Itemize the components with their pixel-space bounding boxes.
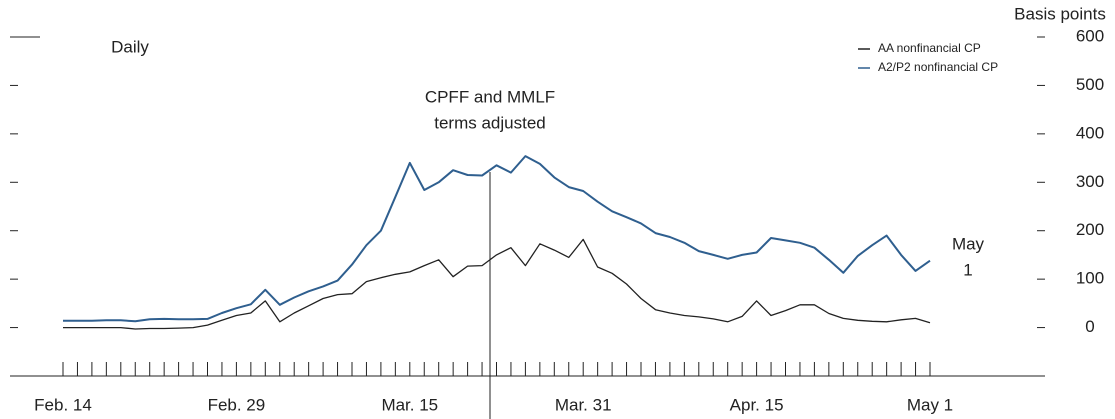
y-tick-label: 600: [1076, 26, 1104, 45]
y-tick-label: 100: [1076, 269, 1104, 288]
annotation: terms adjusted: [434, 113, 546, 132]
annotation: May: [952, 234, 985, 253]
legend-label: A2/P2 nonfinancial CP: [878, 60, 998, 74]
annotation: Daily: [111, 37, 149, 56]
x-tick-label: Feb. 29: [208, 395, 266, 414]
y-tick-label: 200: [1076, 220, 1104, 239]
y-tick-label: 400: [1076, 123, 1104, 142]
series-line: [63, 238, 931, 330]
x-tick-label: Mar. 15: [381, 395, 438, 414]
x-tick-label: May 1: [907, 395, 953, 414]
x-tick-label: Mar. 31: [555, 395, 612, 414]
y-tick-label: 500: [1076, 75, 1104, 94]
y-axis-label: Basis points: [1014, 4, 1106, 23]
x-tick-label: Apr. 15: [730, 395, 784, 414]
y-tick-label: 300: [1076, 172, 1104, 191]
x-tick-label: Feb. 14: [34, 395, 92, 414]
legend-label: AA nonfinancial CP: [878, 41, 981, 55]
series-line: [63, 155, 931, 323]
annotation: 1: [963, 260, 972, 279]
annotation: CPFF and MMLF: [425, 87, 555, 106]
y-tick-label: 0: [1085, 317, 1094, 336]
